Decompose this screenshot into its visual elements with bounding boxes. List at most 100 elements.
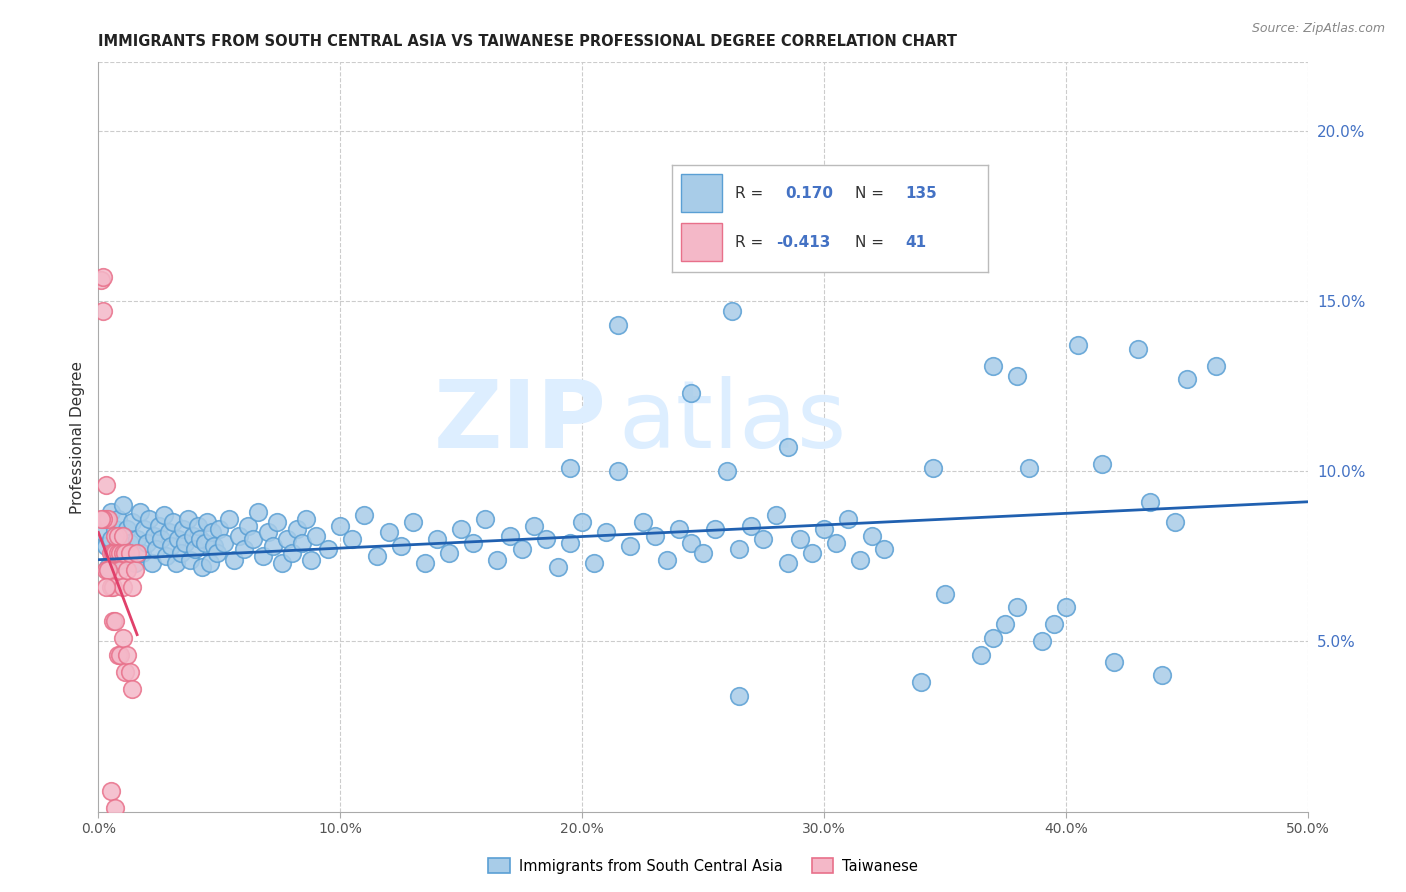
Text: 135: 135 — [905, 186, 938, 201]
Point — [114, 665, 136, 679]
Text: R =: R = — [735, 186, 773, 201]
Y-axis label: Professional Degree: Professional Degree — [70, 360, 86, 514]
Point — [101, 580, 124, 594]
Point — [921, 460, 943, 475]
Point — [1175, 372, 1198, 386]
Point — [117, 648, 139, 662]
Point — [94, 512, 117, 526]
Point — [100, 505, 122, 519]
Point — [228, 529, 250, 543]
Point — [1163, 515, 1185, 529]
Point — [299, 552, 322, 566]
Point — [534, 533, 557, 547]
Point — [188, 533, 211, 547]
Point — [94, 563, 117, 577]
Point — [138, 512, 160, 526]
Point — [167, 533, 190, 547]
Point — [1042, 617, 1064, 632]
Point — [1031, 634, 1053, 648]
Text: 41: 41 — [905, 235, 927, 250]
Point — [1128, 342, 1150, 356]
Text: ZIP: ZIP — [433, 376, 606, 468]
Point — [194, 535, 217, 549]
Point — [849, 552, 872, 566]
Point — [290, 535, 312, 549]
Point — [134, 522, 156, 536]
Point — [118, 665, 141, 679]
Text: 0.170: 0.170 — [786, 186, 834, 201]
Point — [222, 552, 245, 566]
Point — [104, 614, 127, 628]
Point — [127, 533, 149, 547]
Point — [198, 556, 221, 570]
Point — [813, 522, 835, 536]
Point — [187, 518, 209, 533]
Point — [510, 542, 533, 557]
Point — [155, 549, 177, 564]
Point — [353, 508, 375, 523]
Point — [1205, 359, 1227, 373]
Point — [101, 549, 124, 564]
Text: Source: ZipAtlas.com: Source: ZipAtlas.com — [1251, 22, 1385, 36]
Point — [162, 515, 184, 529]
Point — [232, 542, 254, 557]
Point — [94, 539, 117, 553]
Point — [389, 539, 412, 553]
Point — [94, 580, 117, 594]
Point — [91, 304, 114, 318]
Point — [981, 631, 1004, 645]
Point — [800, 546, 823, 560]
Point — [619, 539, 641, 553]
Point — [247, 505, 270, 519]
Point — [191, 559, 214, 574]
Point — [981, 359, 1004, 373]
Point — [107, 535, 129, 549]
Point — [100, 580, 122, 594]
Point — [752, 533, 775, 547]
Point — [169, 546, 191, 560]
Point — [114, 542, 136, 557]
Point — [668, 522, 690, 536]
Text: N =: N = — [855, 235, 889, 250]
Point — [117, 563, 139, 577]
Point — [238, 518, 260, 533]
Point — [860, 529, 883, 543]
Point — [108, 552, 131, 566]
Point — [157, 525, 180, 540]
Point — [181, 529, 204, 543]
Point — [108, 648, 131, 662]
FancyBboxPatch shape — [681, 174, 723, 212]
Point — [523, 518, 546, 533]
Point — [704, 522, 727, 536]
Point — [266, 515, 288, 529]
Point — [765, 185, 787, 199]
Point — [271, 556, 294, 570]
Point — [366, 549, 388, 564]
Point — [90, 273, 112, 287]
Point — [128, 505, 150, 519]
Point — [118, 546, 141, 560]
Point — [276, 533, 298, 547]
Point — [463, 535, 485, 549]
Point — [285, 522, 308, 536]
Point — [437, 546, 460, 560]
Point — [413, 556, 436, 570]
Point — [108, 563, 131, 577]
Point — [1007, 368, 1029, 383]
Point — [262, 539, 284, 553]
Point — [316, 542, 339, 557]
Point — [295, 512, 318, 526]
Text: -0.413: -0.413 — [776, 235, 830, 250]
Point — [117, 522, 139, 536]
Point — [728, 689, 751, 703]
Point — [1018, 460, 1040, 475]
Point — [679, 535, 702, 549]
Point — [111, 529, 134, 543]
Point — [152, 508, 174, 523]
Point — [135, 535, 157, 549]
Point — [101, 614, 124, 628]
Point — [208, 522, 231, 536]
Point — [111, 631, 134, 645]
Point — [121, 580, 143, 594]
Point — [305, 529, 328, 543]
